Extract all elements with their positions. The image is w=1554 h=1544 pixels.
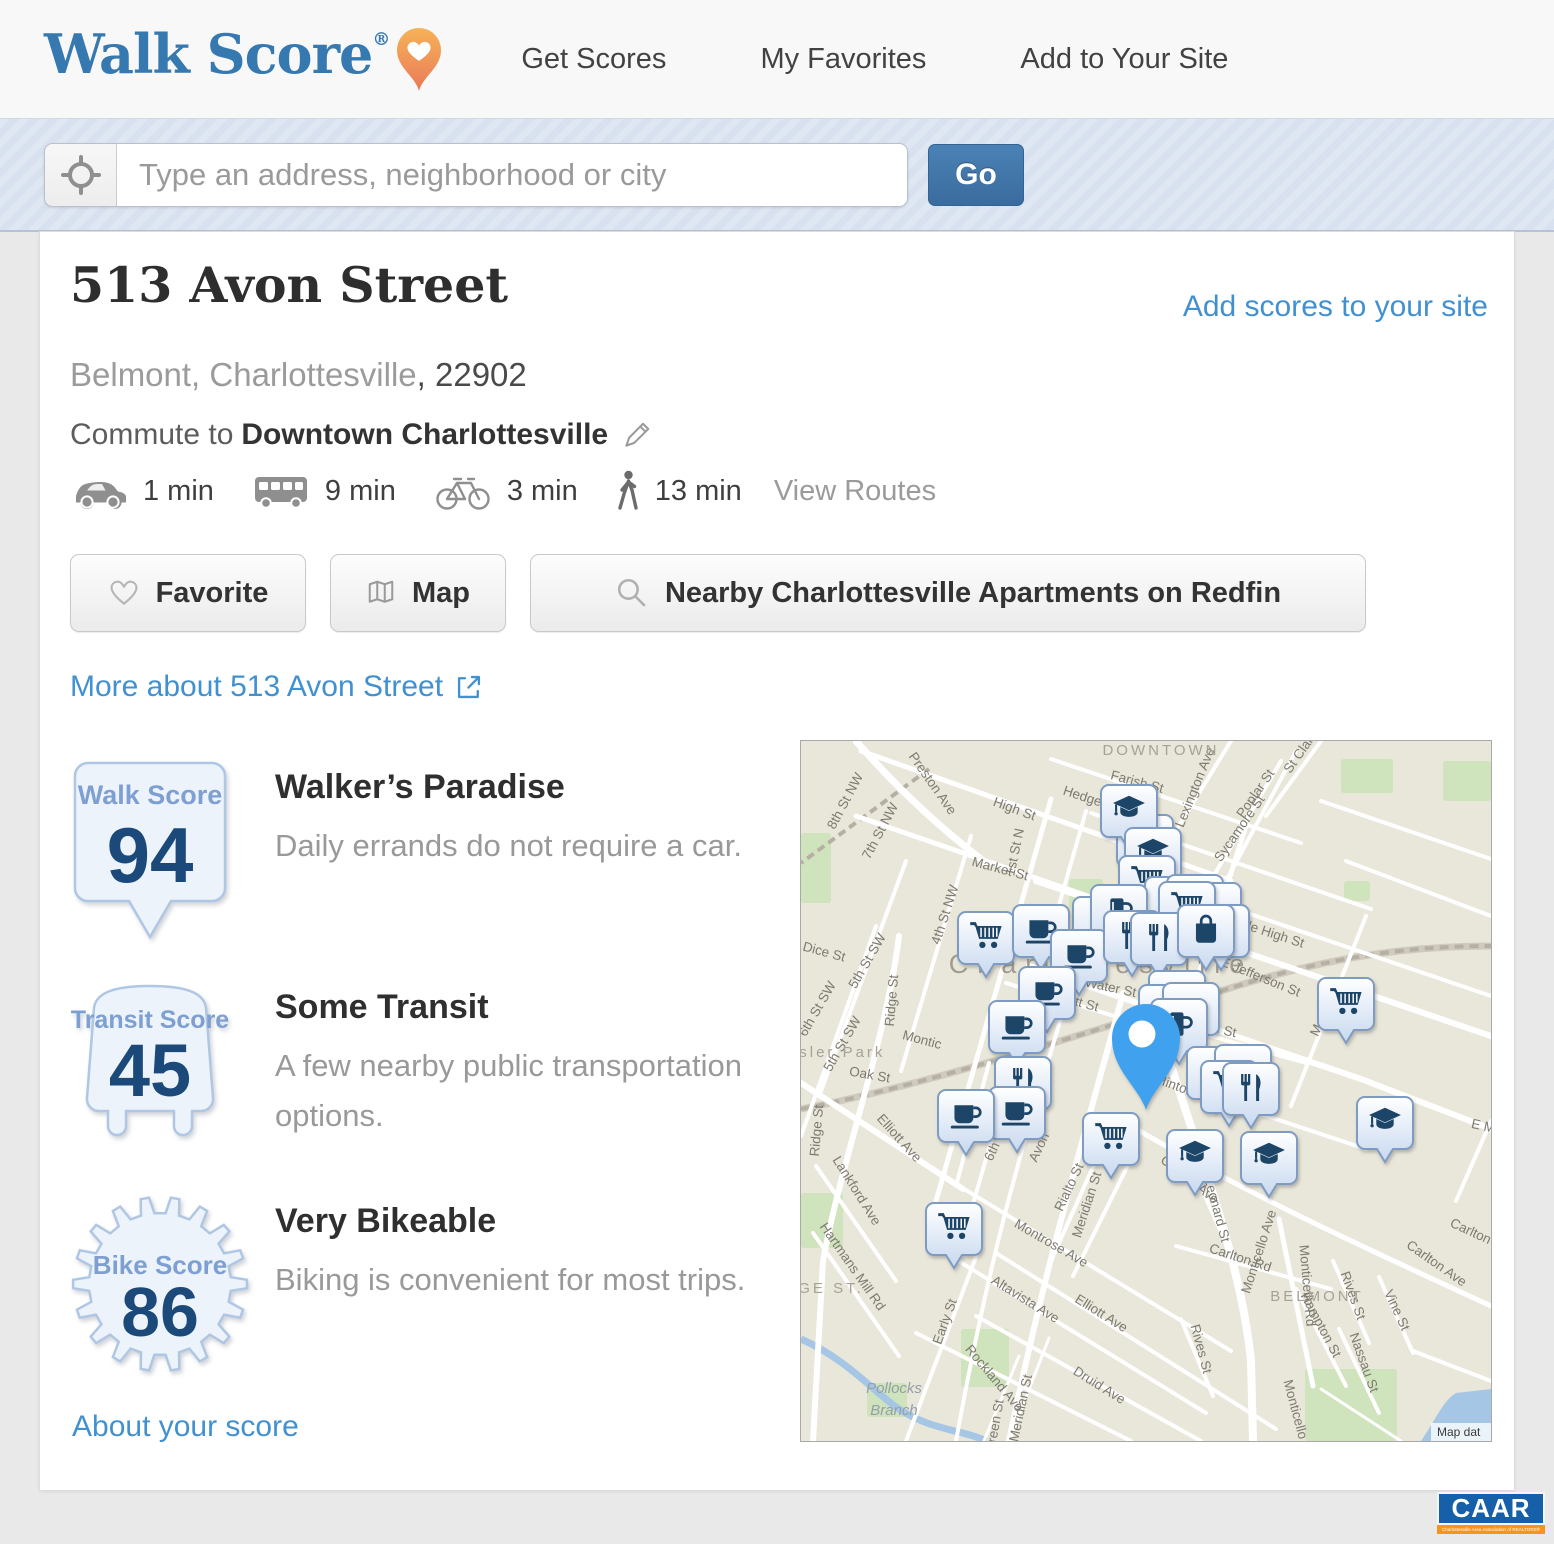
bike-score-description: Biking is convenient for most trips. [275,1262,746,1297]
favorite-button-label: Favorite [155,576,269,609]
map-roads [798,737,1494,1445]
caar-logo[interactable]: CAAR Charlottesville Area Association of… [1437,1492,1545,1534]
walk-badge-value: 94 [107,811,194,899]
bike-score-heading: Very Bikeable [275,1202,497,1240]
transit-badge-label: Transit Score [71,1006,229,1034]
walk-score-badge: Walk Score 94 [70,760,275,955]
commute-line: Commute to Downtown Charlottesville [70,418,652,452]
neighborhood-city: Belmont, Charlottesville [70,356,417,393]
map-attribution-text: Map dat [1437,1425,1481,1439]
more-about-label: More about 513 Avon Street [70,670,444,703]
main-nav: Get Scores My Favorites Add to Your Site [521,43,1228,76]
property-card: 513 Avon Street Add scores to your site … [40,232,1514,1490]
logo-heart-pin-icon [397,28,442,91]
walk-score-text: Walker’s Paradise Daily errands do not r… [275,760,755,955]
go-button[interactable]: Go [928,143,1024,206]
street-label: Ridge St [882,974,901,1027]
mode-walk: 13 min [616,470,742,512]
area-label: GE ST. [801,1280,864,1297]
commute-destination: Downtown Charlottesville [241,418,609,451]
about-your-score-link[interactable]: About your score [72,1410,299,1443]
add-scores-to-site-link[interactable]: Add scores to your site [1182,290,1488,323]
transit-score-text: Some Transit A few nearby public transpo… [275,980,755,1175]
transit-badge-value: 45 [109,1029,191,1112]
street-label: Oak St [848,1064,891,1086]
bike-score-badge: Bike Score 86 [70,1194,275,1379]
mode-bike: 3 min [434,471,578,511]
street-label: Monticello Rd [1296,1244,1318,1327]
map-button[interactable]: Map [330,554,506,632]
mode-drive: 1 min [72,472,214,510]
transit-score-description: A few nearby public transportation optio… [275,1048,742,1134]
bike-icon [436,477,490,510]
more-about-link[interactable]: More about 513 Avon Street [70,670,483,704]
transit-score-heading: Some Transit [275,988,489,1026]
car-icon [76,482,126,509]
bike-badge-label: Bike Score [93,1250,227,1280]
property-location: Belmont, Charlottesville, 22902 [70,356,527,394]
nearby-apartments-label: Nearby Charlottesville Apartments on Red… [664,576,1282,609]
walk-time: 13 min [654,474,742,507]
nav-get-scores[interactable]: Get Scores [521,42,667,75]
water-label: Pollocks [866,1380,922,1397]
nav-add-to-your-site[interactable]: Add to Your Site [1020,42,1229,75]
view-routes-link[interactable]: View Routes [773,474,937,507]
folded-map-icon [368,580,394,603]
map-attribution: Map dat [1431,1423,1491,1441]
water-label: Branch [870,1402,918,1419]
geolocate-button[interactable] [45,143,117,206]
header: Walk Score® Get Scores My Favorites Add … [0,0,1554,118]
commute-times: 1 min 9 min 3 min [72,470,936,512]
caar-logo-text: CAAR [1437,1492,1545,1525]
heart-icon [110,580,138,605]
bike-badge-value: 86 [121,1273,199,1351]
search-icon [617,578,646,607]
commute-prefix: Commute to [70,418,234,451]
walk-icon [618,470,638,510]
crosshair-icon [60,154,101,195]
bus-icon [254,477,307,509]
bike-score-text: Very Bikeable Biking is convenient for m… [275,1194,755,1379]
transit-time: 9 min [324,474,396,507]
walk-badge-label: Walk Score [78,780,223,810]
area-label: DOWNTOWN [1102,742,1219,759]
mode-transit: 9 min [252,472,396,510]
transit-score-badge: Transit Score 45 [70,980,275,1175]
favorite-button[interactable]: Favorite [70,554,306,632]
zip-code: , 22902 [416,356,527,393]
transit-score-row: Transit Score 45 Some Transit A few near… [70,980,755,1175]
walk-score-row: Walk Score 94 Walker’s Paradise Daily er… [70,760,755,955]
drive-time: 1 min [143,474,214,507]
walk-score-description: Daily errands do not require a car. [275,828,742,863]
action-buttons: Favorite Map Nearby Charlottesville Apar… [70,554,1366,632]
nearby-apartments-button[interactable]: Nearby Charlottesville Apartments on Red… [530,554,1366,632]
walkscore-logo[interactable]: Walk Score® [44,22,443,93]
bike-score-row: Bike Score 86 Very Bikeable Biking is co… [70,1194,755,1379]
page-title: 513 Avon Street [70,256,509,314]
search-input[interactable] [117,143,907,206]
area-label: BELMONT [1270,1288,1364,1305]
walk-score-heading: Walker’s Paradise [275,768,565,806]
caar-logo-subtext: Charlottesville Area Association of REAL… [1437,1525,1545,1534]
external-link-icon [457,675,481,699]
area-label: onsler Park [801,1044,885,1061]
bike-time: 3 min [506,474,578,507]
search-combo [44,142,908,207]
search-band: Go [0,118,1554,232]
street-label: Ridge St [807,1104,826,1157]
walkscore-logo-text: Walk Score® [44,22,390,86]
registered-mark: ® [372,29,390,50]
nav-my-favorites[interactable]: My Favorites [760,42,927,75]
map-button-label: Map [412,576,470,609]
edit-pencil-icon[interactable] [622,420,652,450]
